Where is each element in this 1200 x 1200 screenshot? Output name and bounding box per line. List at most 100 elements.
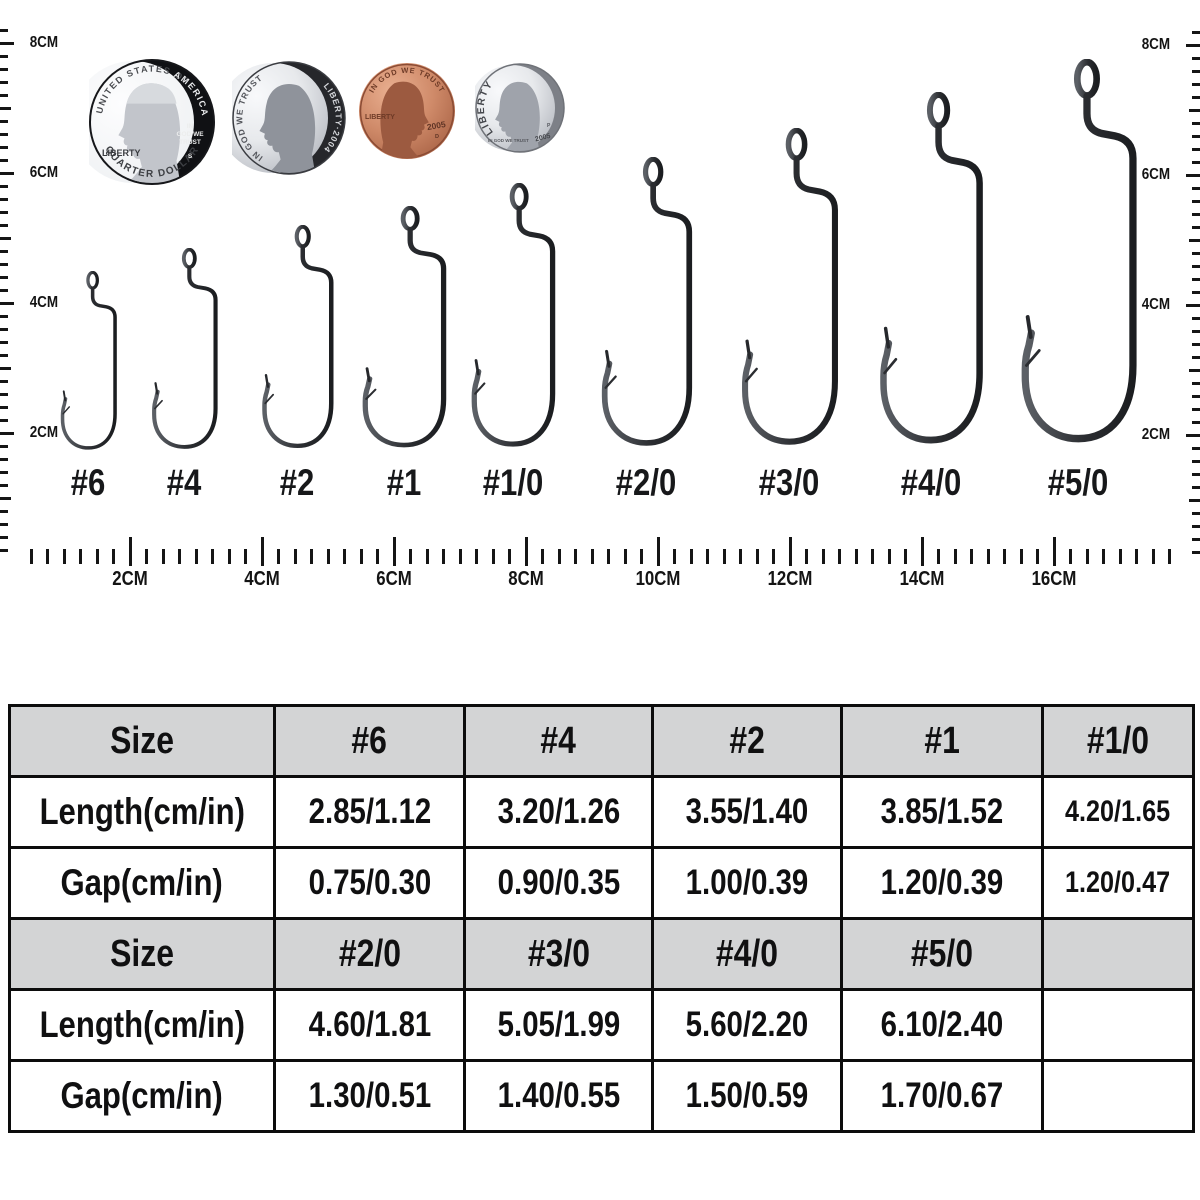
ruler-tick [0, 288, 8, 292]
value-cell: 1.30/0.51 [273, 1059, 466, 1133]
svg-text:TRUST: TRUST [179, 139, 201, 146]
ruler-tick [0, 93, 8, 97]
ruler-tick [689, 549, 693, 564]
table-row: Length(cm/in) 4.60/1.81 5.05/1.99 5.60/2.20… [8, 988, 1195, 1062]
ruler-tick [557, 549, 561, 564]
table-row: Length(cm/in) 2.85/1.12 3.20/1.26 3.55/1.40… [8, 775, 1195, 849]
ruler-label-text: 6CM [376, 568, 412, 590]
table-cell-text: Length(cm/in) [39, 1004, 245, 1045]
ruler-tick [0, 470, 8, 474]
ruler-label-text: 10CM [635, 568, 681, 590]
table-cell-text: #2/0 [338, 932, 401, 975]
hook--6 [59, 271, 118, 456]
ruler-tick [128, 537, 132, 566]
ruler-tick [0, 392, 8, 396]
quarter-coin-icon: UNITED STATES OF AMERICA QUARTER DOLLAR … [89, 59, 215, 185]
row-label-cell: Length(cm/in) [8, 775, 276, 849]
ruler-tick [772, 549, 775, 564]
size-header-cell: #3/0 [463, 917, 654, 991]
hook-size-label-text: #1 [386, 462, 422, 503]
ruler-tick [1192, 147, 1200, 151]
table-cell-text: 1.30/0.51 [308, 1076, 431, 1115]
ruler-tick [1186, 173, 1200, 177]
ruler-tick [0, 171, 14, 175]
ruler-tick [0, 327, 8, 331]
svg-text:GOD WE: GOD WE [176, 131, 204, 138]
ruler-tick [1118, 549, 1122, 564]
hook-size-label-text: #6 [70, 462, 106, 503]
row-label-cell: Length(cm/in) [8, 988, 276, 1062]
ruler-label-text: 14CM [899, 568, 945, 590]
value-cell: 4.20/1.65 [1041, 775, 1195, 849]
ruler-tick [0, 496, 11, 500]
ruler-tick [1192, 186, 1200, 190]
ruler-tick [970, 549, 973, 564]
value-cell: 3.20/1.26 [463, 775, 654, 849]
table-cell-text: 1.50/0.59 [685, 1076, 809, 1115]
ruler-tick [277, 549, 280, 564]
ruler-tick [1168, 549, 1171, 564]
value-cell: 1.40/0.55 [463, 1059, 654, 1133]
svg-text:S: S [188, 153, 193, 160]
ruler-tick [0, 405, 8, 409]
value-cell: 4.60/1.81 [273, 988, 466, 1062]
ruler-label: 8CM [1139, 37, 1173, 53]
ruler-label: 2CM [1139, 427, 1173, 443]
ruler-tick [0, 340, 8, 344]
ruler-tick [574, 549, 577, 564]
ruler-tick [722, 549, 726, 564]
table-cell-text: Length(cm/in) [39, 791, 245, 832]
value-cell: 1.20/0.47 [1041, 846, 1195, 920]
ruler-tick [29, 549, 33, 564]
ruler-tick [953, 549, 957, 564]
size-header-cell: #1 [840, 704, 1044, 778]
ruler-tick [1189, 498, 1200, 502]
size-header-cell: #2/0 [273, 917, 466, 991]
table-cell-text: #2 [729, 719, 765, 762]
ruler-label: 10CM [631, 569, 684, 589]
table-cell-text: 1.40/0.55 [497, 1076, 620, 1115]
ruler-tick [755, 549, 759, 564]
ruler-tick [1186, 43, 1200, 47]
ruler-tick [805, 549, 808, 564]
ruler-tick [0, 366, 11, 370]
hook--5-0 [1018, 59, 1139, 456]
ruler-tick [491, 549, 495, 564]
spec-table: Size #6 #4 #2 #1 #1/0 Length(cm/in) 2.85/1.12 3.… [8, 704, 1195, 1133]
ruler-tick [0, 210, 8, 214]
ruler-tick [95, 549, 99, 564]
table-cell-text: 4.60/1.81 [308, 1005, 431, 1044]
table-cell-text: #1 [924, 719, 960, 762]
ruler-tick [0, 353, 8, 357]
ruler-tick [0, 223, 8, 227]
ruler-tick [656, 537, 660, 566]
ruler-tick [194, 549, 198, 564]
ruler-tick [1192, 212, 1200, 216]
table-cell-text: #6 [351, 719, 388, 762]
ruler-tick [1192, 342, 1200, 346]
ruler-tick [1192, 56, 1200, 60]
hook-size-label-text: #1/0 [482, 462, 544, 503]
ruler-tick [1192, 459, 1200, 463]
ruler-label-text: 8CM [29, 34, 59, 51]
ruler-label: 4CM [241, 569, 283, 589]
size-header-cell [1041, 917, 1195, 991]
ruler-tick [0, 158, 8, 162]
ruler-tick [1192, 69, 1200, 73]
ruler-tick [376, 549, 379, 564]
size-header-cell: #6 [273, 704, 466, 778]
hook--3-0 [739, 128, 840, 456]
hook-size-label: #4/0 [895, 464, 967, 501]
ruler-tick [1151, 549, 1155, 564]
ruler-tick [1189, 108, 1200, 112]
ruler-tick [623, 549, 627, 564]
ruler-tick [1192, 420, 1200, 424]
ruler-tick [904, 549, 907, 564]
ruler-tick [0, 444, 8, 448]
table-cell-text: 0.75/0.30 [308, 863, 431, 902]
ruler-tick [524, 537, 528, 566]
ruler-tick [178, 549, 181, 564]
ruler-label-text: 2CM [112, 568, 148, 590]
value-cell: 5.60/2.20 [651, 988, 843, 1062]
ruler-label-text: 4CM [29, 294, 59, 311]
